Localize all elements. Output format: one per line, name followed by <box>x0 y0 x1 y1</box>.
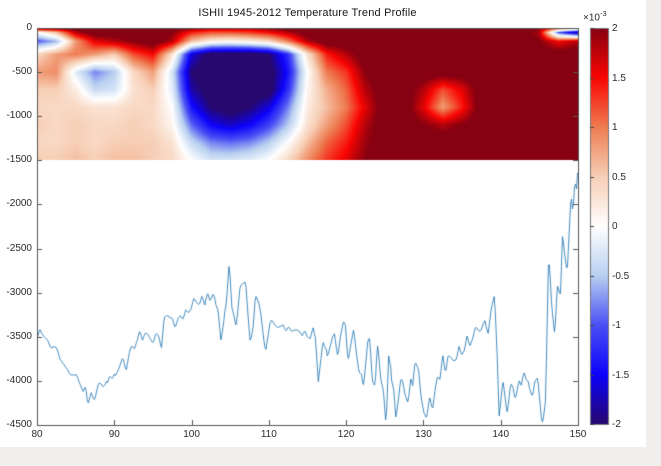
colorbar-tick-label: -0.5 <box>612 270 630 282</box>
y-axis-tick-label: -1500 <box>6 154 32 166</box>
y-axis-tick-label: -3500 <box>6 330 32 342</box>
y-axis-tick-label: -2500 <box>6 242 32 254</box>
y-axis-tick-label: -500 <box>11 66 32 78</box>
x-axis-tick-label: 80 <box>31 429 43 440</box>
colorbar-tick-label: 0 <box>612 221 618 232</box>
x-axis-tick-label: 100 <box>183 429 200 440</box>
colorbar-tick-label: 2 <box>612 23 618 34</box>
chart-title: ISHII 1945-2012 Temperature Trend Profil… <box>198 7 417 19</box>
plot-canvas <box>0 0 646 447</box>
colorbar-tick-label: 1 <box>612 122 618 133</box>
x-axis-tick-label: 140 <box>492 429 510 440</box>
x-axis-tick-label: 120 <box>337 429 355 440</box>
colorbar-tick-label: -1 <box>612 320 621 331</box>
colorbar-tick-label: -1.5 <box>612 369 630 381</box>
colorbar-exponent-base: ×10 <box>583 12 600 24</box>
figure-window: ISHII 1945-2012 Temperature Trend Profil… <box>0 0 646 447</box>
x-axis-tick-label: 150 <box>569 429 587 440</box>
colorbar-exponent-label: ×10-3 <box>583 9 607 23</box>
colorbar-tick-label: 0.5 <box>612 171 626 183</box>
y-axis-tick-label: 0 <box>26 22 32 33</box>
y-axis-tick-label: -1000 <box>6 110 32 122</box>
x-axis-tick-label: 110 <box>260 429 277 440</box>
colorbar-tick-label: -2 <box>612 419 621 430</box>
y-axis-tick-label: -4000 <box>6 374 32 386</box>
y-axis-tick-label: -2000 <box>6 198 32 210</box>
y-axis-tick-label: -3000 <box>6 286 32 298</box>
x-axis-tick-label: 90 <box>108 429 120 440</box>
colorbar-tick-label: 1.5 <box>612 72 626 84</box>
x-axis-tick-label: 130 <box>415 429 432 440</box>
colorbar-exponent-power: -3 <box>599 9 607 18</box>
y-axis-tick-label: -4500 <box>6 419 32 430</box>
